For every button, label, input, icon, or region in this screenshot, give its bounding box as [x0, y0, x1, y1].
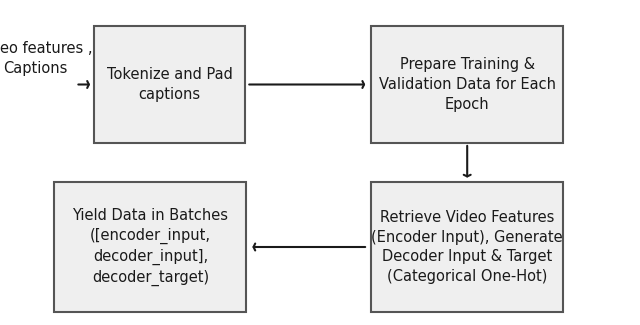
- Bar: [371, 26, 563, 143]
- Bar: [54, 182, 246, 312]
- Bar: [371, 182, 563, 312]
- Bar: [95, 26, 244, 143]
- Text: Retrieve Video Features
(Encoder Input), Generate
Decoder Input & Target
(Catego: Retrieve Video Features (Encoder Input),…: [371, 210, 563, 284]
- Text: Yield Data in Batches
([encoder_input,
decoder_input],
decoder_target): Yield Data in Batches ([encoder_input, d…: [72, 208, 228, 286]
- Text: Tokenize and Pad
captions: Tokenize and Pad captions: [107, 67, 232, 102]
- Text: Prepare Training &
Validation Data for Each
Epoch: Prepare Training & Validation Data for E…: [379, 57, 556, 112]
- Text: Video features ,
Captions: Video features , Captions: [0, 41, 93, 76]
